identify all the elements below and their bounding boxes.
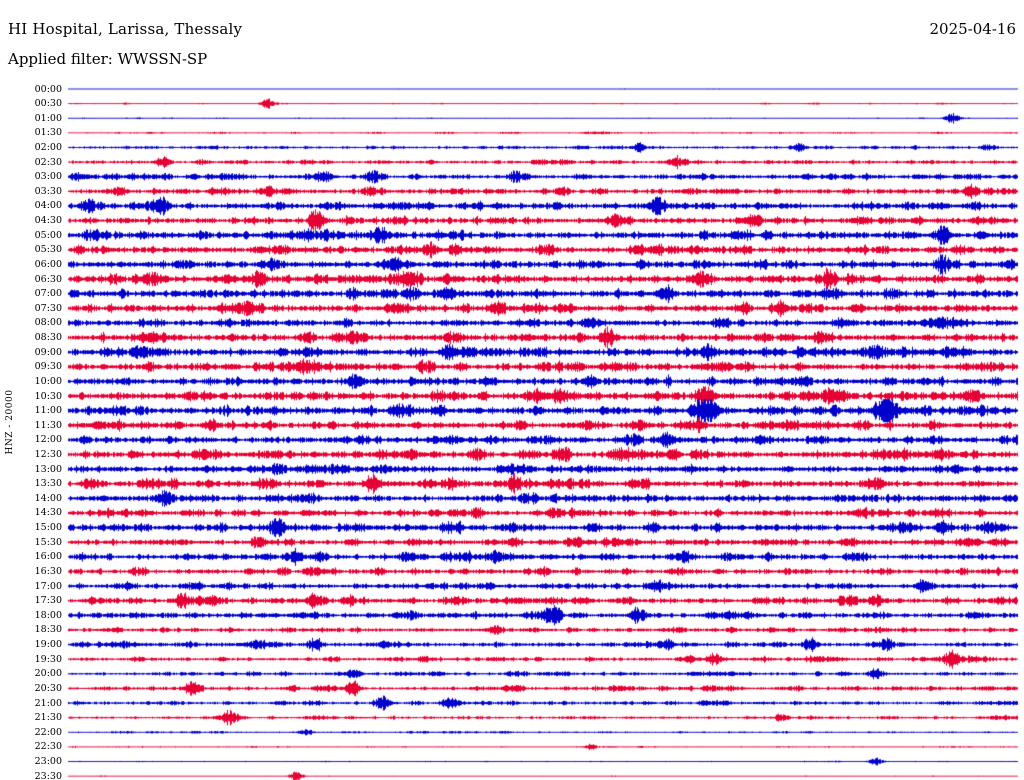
- seismogram-traces: [0, 0, 1024, 780]
- helicorder-page: HI Hospital, Larissa, Thessaly 2025-04-1…: [0, 0, 1024, 780]
